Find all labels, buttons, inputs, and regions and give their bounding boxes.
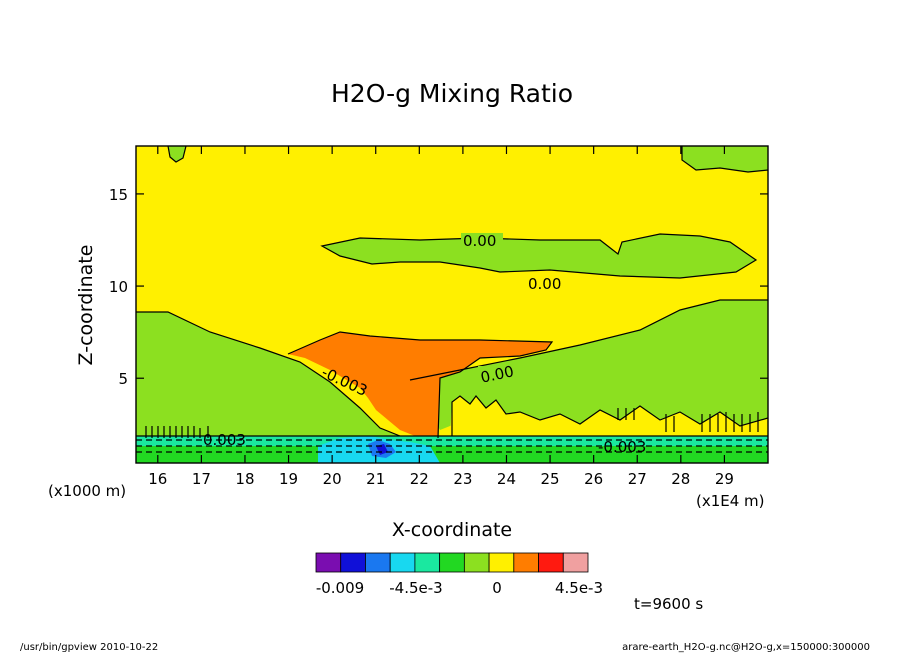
x-unit-left: (x1000 m) bbox=[48, 482, 126, 500]
field-green-band-lower-left bbox=[136, 312, 400, 436]
x-tick-label: 25 bbox=[541, 470, 560, 488]
y-axis-label: Z-coordinate bbox=[75, 245, 97, 366]
field-orange-anvil bbox=[288, 332, 552, 438]
colorbar-swatch bbox=[439, 552, 465, 573]
plot-frame bbox=[135, 145, 769, 464]
plot-area: 0.00 0.00 0.00 0.003 -0.003 -0.003 16 17 1… bbox=[109, 145, 769, 488]
x-tick-label: 26 bbox=[584, 470, 603, 488]
contour-label-mid: 0.00 bbox=[528, 275, 561, 293]
colorbar bbox=[315, 552, 589, 573]
colorbar-swatch bbox=[488, 552, 515, 573]
time-label: t=9600 s bbox=[634, 595, 703, 613]
x-tick-label: 16 bbox=[148, 470, 167, 488]
y-axis: 5 10 15 bbox=[109, 186, 768, 388]
colorbar-tick-label: -4.5e-3 bbox=[389, 579, 442, 597]
colorbar-swatch bbox=[463, 552, 490, 573]
colorbar-swatch bbox=[414, 552, 441, 573]
colorbar-tick-label: -0.009 bbox=[316, 579, 364, 597]
x-tick-label: 28 bbox=[671, 470, 690, 488]
x-tick-label: 24 bbox=[497, 470, 516, 488]
contour-label-upper: 0.00 bbox=[463, 232, 496, 250]
field-cyan-lower-band bbox=[136, 436, 768, 446]
chart-title: H2O-g Mixing Ratio bbox=[331, 79, 573, 108]
contour-lines bbox=[136, 146, 768, 453]
colorbar-tick-label: 4.5e-3 bbox=[555, 579, 603, 597]
field-green-top-left bbox=[168, 146, 186, 162]
colorbar-swatch bbox=[513, 552, 539, 573]
field-green-upper-blob bbox=[322, 234, 756, 278]
colorbar-swatch bbox=[538, 552, 564, 573]
x-axis-label: X-coordinate bbox=[392, 519, 512, 541]
x-tick-label: 17 bbox=[192, 470, 211, 488]
colorbar-labels: -0.009 -4.5e-3 0 4.5e-3 bbox=[316, 579, 603, 597]
field-green-band-lower-right bbox=[410, 300, 768, 436]
contour-label-left-0003: 0.003 bbox=[203, 431, 246, 449]
contour-label-right-neg: -0.003 bbox=[598, 438, 646, 456]
field-yellow-spikes-right bbox=[450, 396, 768, 436]
colorbar-swatch bbox=[562, 552, 589, 573]
field-green-surface-band bbox=[136, 446, 768, 463]
colorbar-swatch bbox=[315, 552, 342, 573]
x-tick-label: 19 bbox=[279, 470, 298, 488]
colorbar-swatch bbox=[340, 552, 366, 573]
x-tick-label: 18 bbox=[235, 470, 254, 488]
y-tick-label: 10 bbox=[109, 278, 128, 296]
x-tick-label: 21 bbox=[366, 470, 385, 488]
y-tick-label: 15 bbox=[109, 186, 128, 204]
y-tick-label: 5 bbox=[118, 370, 128, 388]
colorbar-swatch bbox=[365, 552, 391, 573]
field-green-top-right bbox=[680, 146, 768, 172]
x-tick-label: 27 bbox=[628, 470, 647, 488]
colorbar-tick-label: 0 bbox=[492, 579, 502, 597]
x-tick-label: 29 bbox=[715, 470, 734, 488]
x-tick-label: 22 bbox=[410, 470, 429, 488]
x-unit-right: (x1E4 m) bbox=[696, 492, 765, 510]
footer-left: /usr/bin/gpview 2010-10-22 bbox=[20, 642, 158, 653]
x-tick-label: 23 bbox=[453, 470, 472, 488]
colorbar-swatch bbox=[389, 552, 416, 573]
x-axis: 16 17 18 19 20 21 22 23 24 25 26 27 28 29 bbox=[148, 146, 734, 488]
x-tick-label: 20 bbox=[323, 470, 342, 488]
footer-right: arare-earth_H2O-g.nc@H2O-g,x=150000:3000… bbox=[622, 642, 870, 653]
